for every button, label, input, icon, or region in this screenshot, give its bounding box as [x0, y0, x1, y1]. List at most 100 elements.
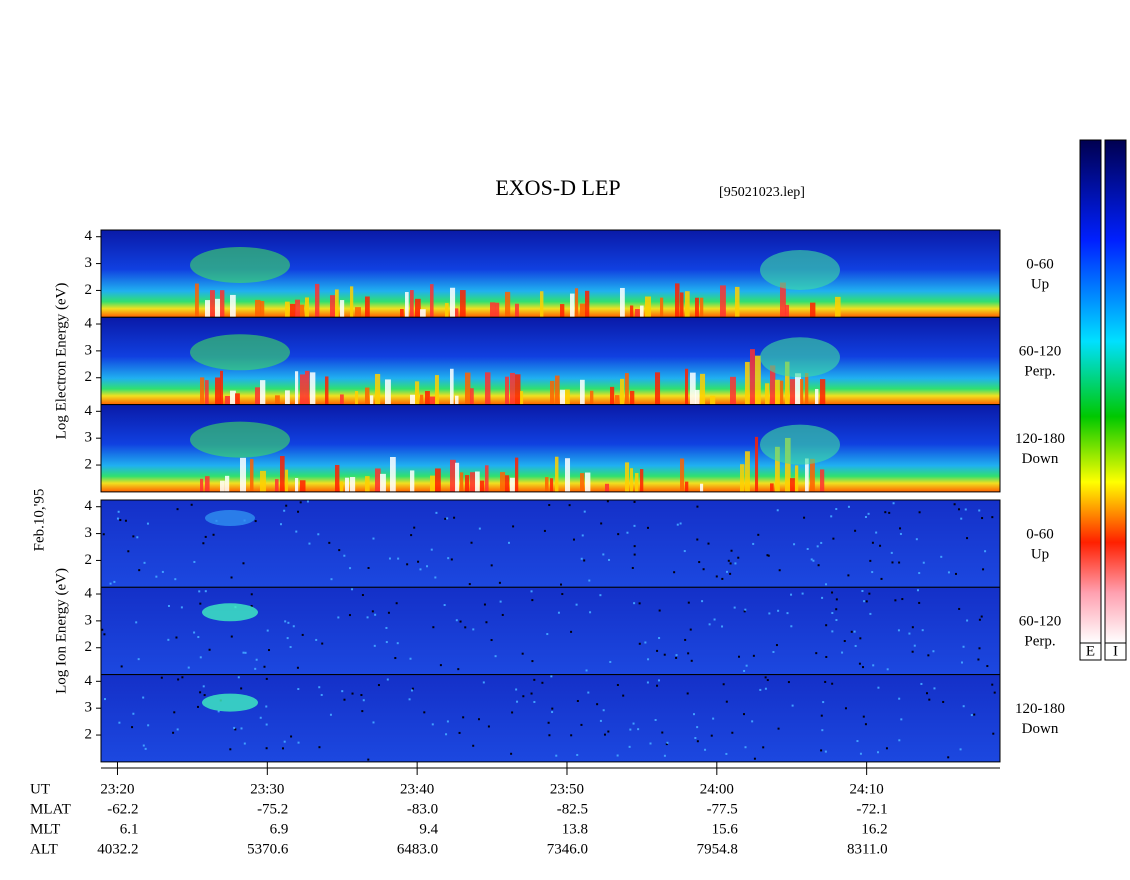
spectrogram-texture — [608, 558, 611, 561]
spectrogram-texture — [515, 688, 518, 691]
spectrogram-texture — [450, 287, 456, 318]
spectrogram-texture — [371, 610, 374, 613]
spectrogram-texture — [230, 390, 236, 405]
spectrogram-texture — [953, 503, 956, 506]
spectrogram-texture — [822, 701, 825, 704]
spectrogram-texture — [843, 640, 846, 643]
spectrogram-texture — [793, 543, 796, 546]
spectrogram-texture — [795, 465, 799, 492]
spectrogram-texture — [167, 604, 170, 607]
spectrogram-texture — [386, 678, 389, 681]
spectrogram-texture — [187, 666, 190, 669]
spectrogram-texture — [315, 638, 318, 641]
spectrogram-texture — [297, 741, 300, 744]
spectrogram-texture — [330, 295, 336, 318]
spectrogram-texture — [374, 613, 377, 616]
spectrogram-texture — [713, 618, 716, 621]
spectrogram-texture — [733, 606, 736, 609]
spectrogram-texture — [731, 731, 734, 734]
x-tick-label: 23:20 — [100, 781, 134, 797]
spectrogram-texture — [430, 475, 436, 492]
spectrogram-texture — [876, 751, 879, 754]
spectrogram-texture — [229, 748, 232, 751]
spectrogram-texture — [821, 729, 824, 732]
spectrogram-texture — [585, 290, 590, 318]
spectrogram-texture — [415, 381, 420, 405]
colorbar-label: E — [1086, 643, 1095, 659]
spectrogram-texture — [576, 699, 579, 702]
spectrogram-texture — [770, 365, 776, 405]
spectrogram-texture — [132, 712, 135, 715]
spectrogram-texture — [978, 509, 981, 512]
spectrogram-texture — [505, 475, 510, 492]
spectrogram-texture — [176, 728, 179, 731]
spectrogram-texture — [400, 309, 404, 318]
spectrogram-texture — [450, 558, 453, 561]
spectrogram-texture — [260, 300, 265, 318]
spectrogram-texture — [966, 537, 969, 540]
spectrogram-texture — [580, 303, 586, 318]
spectrogram-texture — [734, 562, 737, 565]
spectrogram-texture — [886, 668, 889, 671]
spectrogram-texture — [385, 379, 391, 405]
spectrogram-texture — [366, 616, 369, 619]
spectrogram-texture — [560, 583, 563, 586]
spectrogram-texture — [193, 631, 196, 634]
spectrogram-texture — [243, 742, 246, 745]
spectrogram-texture — [847, 505, 850, 508]
y-tick-label: 3 — [85, 342, 93, 358]
spectrogram-texture — [457, 668, 460, 671]
spectrogram-texture — [146, 522, 149, 525]
spectrogram-texture — [551, 707, 554, 710]
spectrogram-texture — [365, 296, 370, 318]
spectrogram-texture — [753, 757, 756, 760]
spectrogram-texture — [490, 564, 493, 567]
spectrogram-texture — [993, 691, 996, 694]
spectrogram-texture — [380, 473, 386, 492]
spectrogram-texture — [835, 296, 841, 318]
spectrogram-texture — [862, 715, 865, 718]
spectrogram-texture — [810, 302, 816, 318]
spectrogram-texture — [142, 744, 145, 747]
spectrogram-texture — [698, 561, 701, 564]
spectrogram-texture — [777, 609, 780, 612]
spectrogram-texture — [768, 612, 771, 615]
spectrogram-texture — [335, 289, 339, 318]
spectrogram-texture — [666, 741, 669, 744]
spectrogram-texture — [720, 285, 726, 318]
spectrogram-texture — [580, 473, 585, 492]
spectrogram-texture — [824, 680, 827, 683]
spectrogram-texture — [631, 566, 634, 569]
spectrogram-texture — [196, 705, 199, 708]
spectrogram-texture — [638, 642, 641, 645]
y-tick-label: 3 — [85, 612, 93, 628]
spectrogram-texture — [894, 599, 897, 602]
spectrogram-texture — [700, 483, 704, 492]
spectrogram-texture — [410, 394, 416, 405]
spectrogram-texture — [550, 675, 553, 678]
row-value: 5370.6 — [247, 841, 289, 857]
spectrogram-texture — [508, 541, 511, 544]
spectrogram-texture — [847, 574, 850, 577]
spectrogram-texture — [856, 740, 859, 743]
spectrogram-texture — [620, 287, 625, 318]
spectrogram-texture — [102, 533, 105, 536]
spectrogram-texture — [757, 533, 760, 536]
spectrogram-texture — [609, 660, 612, 663]
spectrogram-texture — [861, 590, 864, 593]
spectrogram-texture — [285, 301, 290, 318]
spectrogram-texture — [911, 650, 914, 653]
spectrogram-texture — [494, 655, 497, 658]
spectrogram-texture — [908, 632, 911, 635]
spectrogram-texture — [854, 529, 857, 532]
spectrogram-texture — [510, 372, 515, 405]
spectrogram-texture — [450, 459, 456, 492]
spectrogram-texture — [940, 555, 943, 558]
spectrogram-texture — [220, 290, 225, 318]
spectrogram-texture — [530, 692, 533, 695]
spectrogram-texture — [844, 707, 847, 710]
spectrogram-texture — [447, 557, 450, 560]
spectrogram-texture — [675, 656, 678, 659]
spectrogram-texture — [973, 713, 976, 716]
spectrogram-texture — [785, 437, 791, 492]
